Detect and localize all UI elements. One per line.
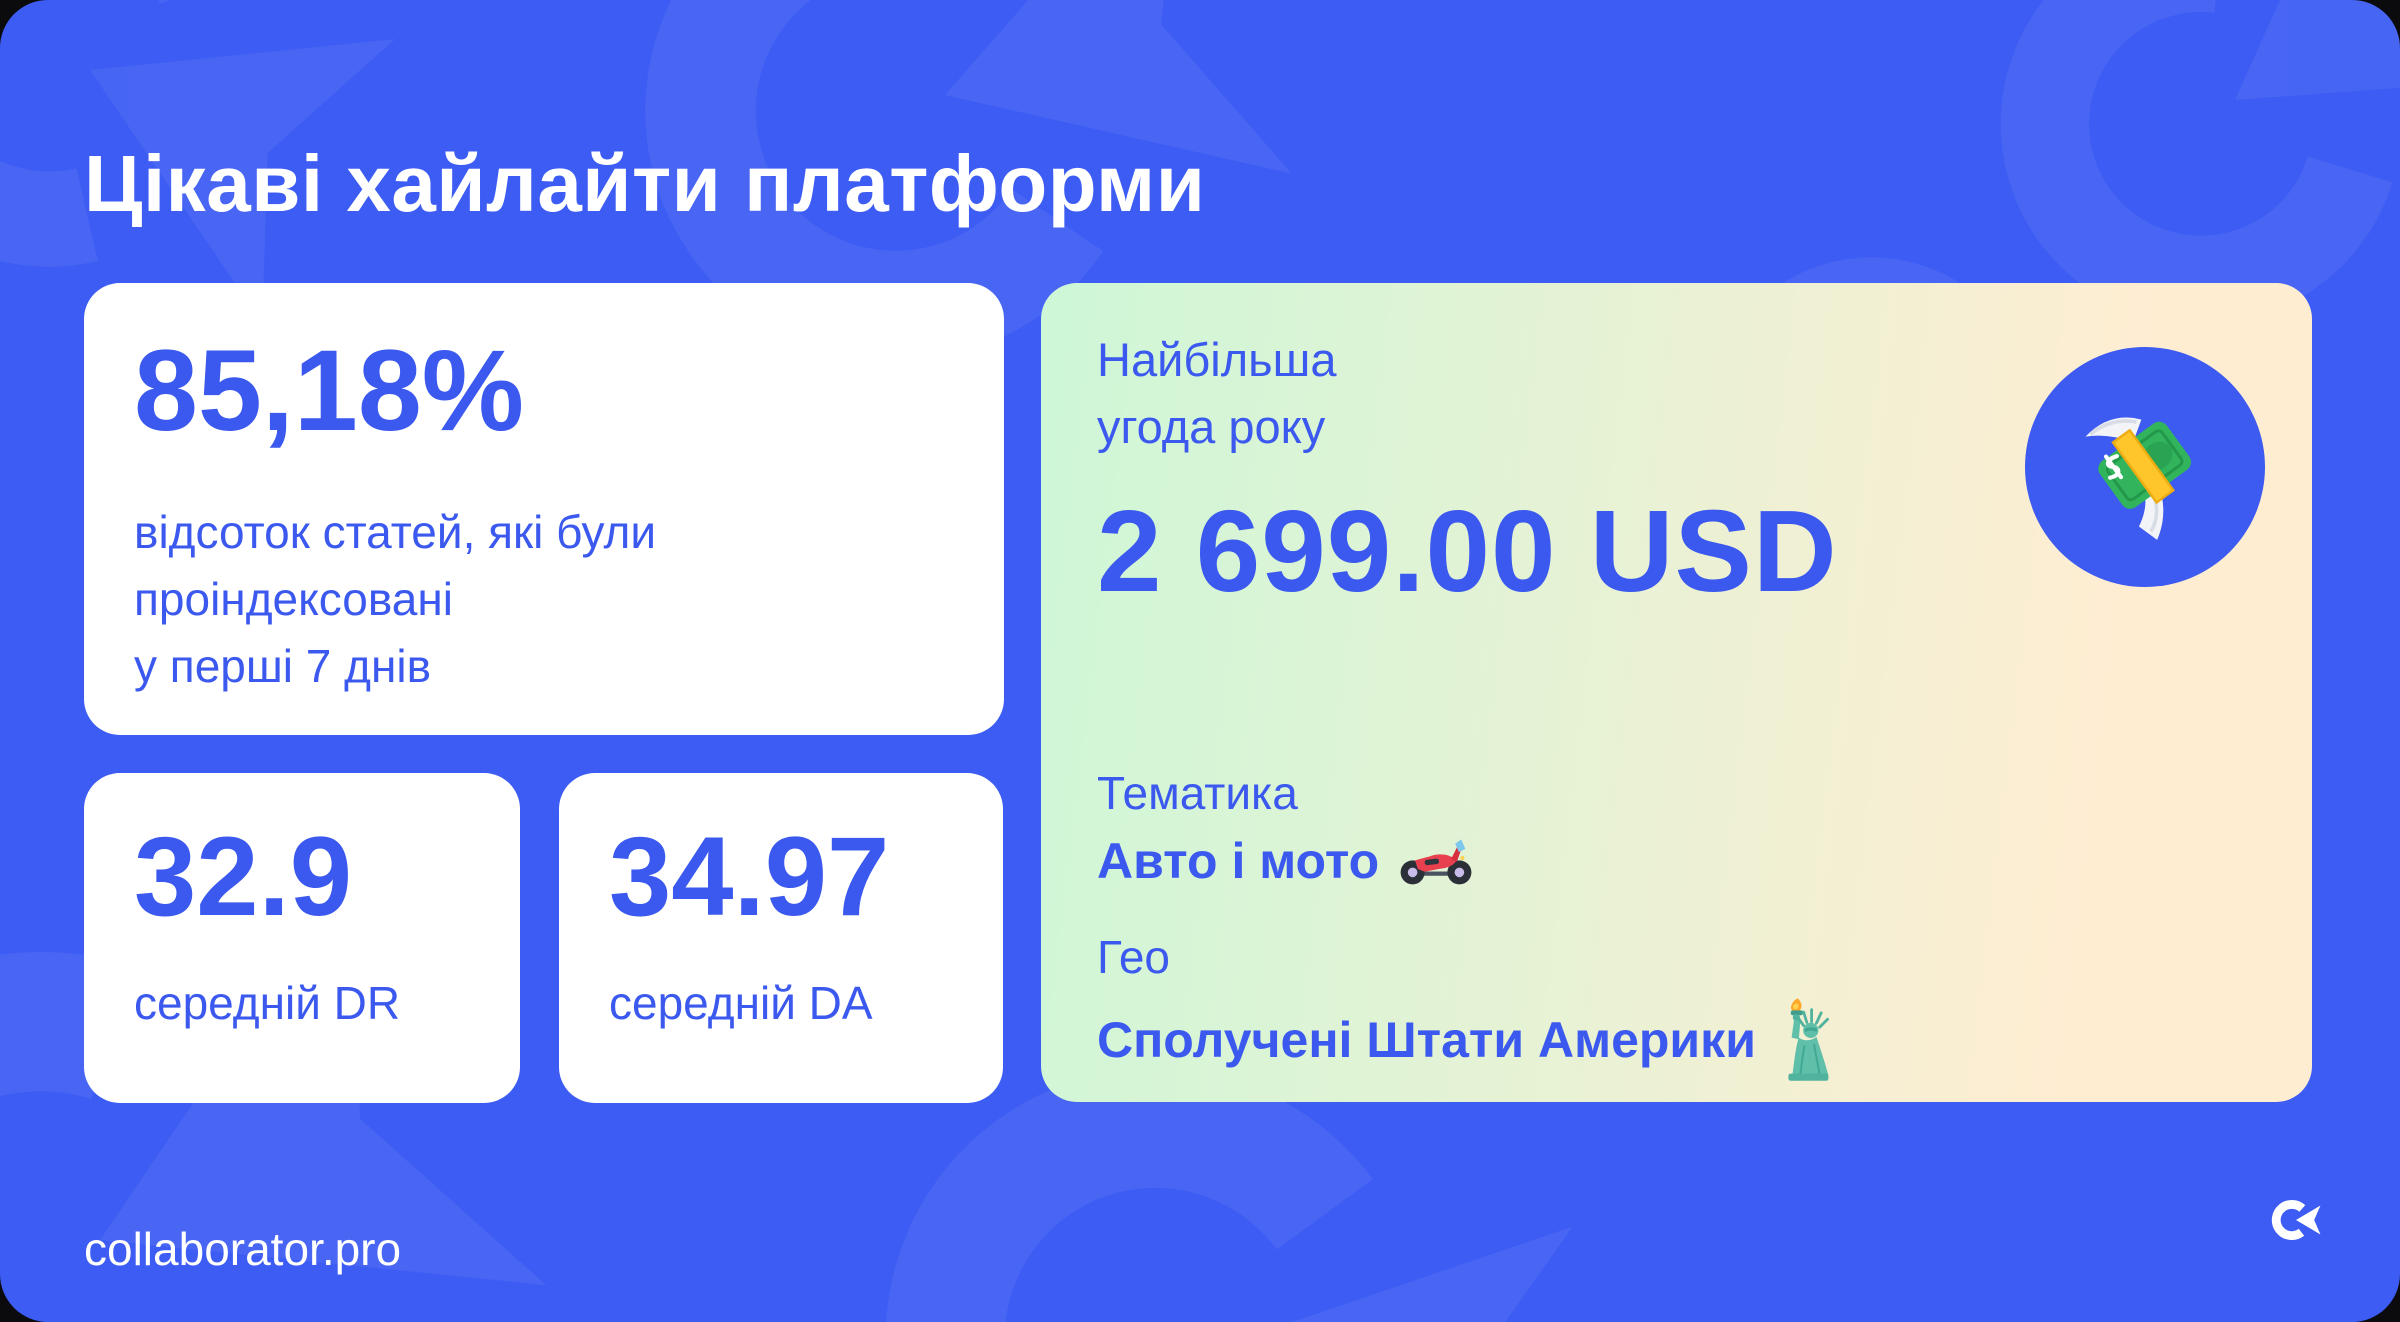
collaborator-logo (2270, 1194, 2322, 1246)
average-da-value: 34.97 (609, 814, 890, 939)
geo-value-row: Сполучені Штати Америки (1097, 996, 2256, 1084)
biggest-deal-card: Найбільша угода року 2 699.00 USD (1041, 283, 2312, 1102)
geo-label: Гео (1097, 931, 1170, 984)
motorcycle-emoji (1400, 839, 1472, 885)
money-with-wings-emoji (2085, 417, 2192, 540)
deal-amount: 2 699.00 USD (1097, 486, 1838, 617)
deal-title: Найбільша угода року (1097, 333, 1337, 453)
page-title: Цікаві хайлайти платформи (84, 138, 1206, 228)
average-da-card: 34.97 середній DA (559, 773, 1003, 1103)
statue-of-liberty-emoji (1788, 998, 1829, 1081)
topic-label: Тематика (1097, 767, 1298, 820)
average-dr-value: 32.9 (134, 814, 352, 939)
geo-value: Сполучені Штати Америки (1097, 1012, 1756, 1069)
average-dr-card: 32.9 середній DR (84, 773, 520, 1103)
topic-value: Авто і мото (1097, 833, 1380, 890)
average-da-label: середній DA (609, 976, 873, 1029)
average-dr-label: середній DR (134, 976, 401, 1029)
money-icon-circle (2025, 347, 2265, 587)
indexed-percent-value: 85,18% (134, 327, 525, 455)
footer-site-url: collaborator.pro (84, 1223, 402, 1275)
topic-value-row: Авто і мото (1097, 832, 2256, 890)
indexed-percent-description: відсоток статей, які були проіндексовані… (134, 506, 657, 692)
indexed-articles-card: 85,18% відсоток статей, які були проінде… (84, 283, 1004, 735)
